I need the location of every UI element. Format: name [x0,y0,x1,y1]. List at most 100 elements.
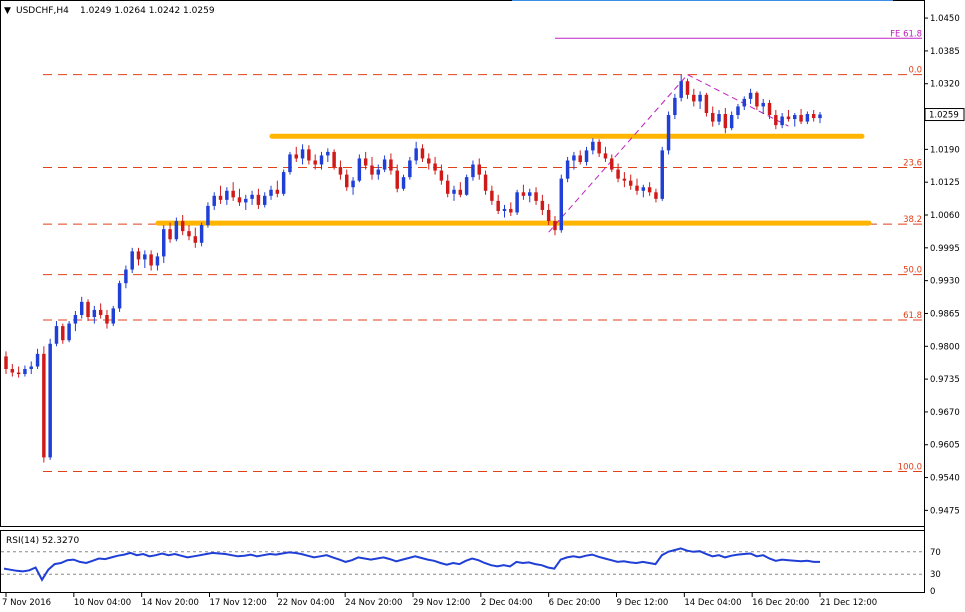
candle-body [458,189,463,195]
time-tick-label: 7 Nov 2016 [2,598,51,608]
time-tick-label: 9 Dec 12:00 [617,598,669,608]
candle-body [149,254,153,266]
candle-body [483,174,488,191]
candle-body [628,180,633,186]
candle-body [218,195,223,200]
current-price-box [924,108,965,122]
candle-body [420,148,425,159]
candle-body [742,98,747,107]
candle-body [704,94,709,114]
candle-body [799,115,803,122]
candle-body [143,254,147,260]
candle-body [603,153,608,159]
time-tick-label: 29 Nov 12:00 [413,598,470,608]
candle-body [591,141,595,151]
candle-body [452,189,456,194]
candle-body [319,155,324,165]
candle-body [635,185,639,191]
candle-body [313,160,317,165]
time-tick-label: 14 Nov 20:00 [142,598,199,608]
candle-body [641,187,646,191]
price-tick-label: 0.9605 [930,441,960,451]
candle-body [509,208,513,213]
candle-body [61,326,65,341]
price-tick-label: 1.0060 [930,211,960,221]
candle-body [616,169,620,179]
candle-body [729,115,734,129]
candle-body [433,163,437,171]
candle-body [73,314,78,324]
candle-body [357,158,362,181]
candle-body [553,221,557,231]
candle-body [174,221,179,240]
candle-body [673,97,677,116]
candle-body [660,150,664,199]
rsi-tick-label: 70 [930,548,941,558]
candle-body [187,231,191,237]
price-tick-label: 1.0450 [930,14,960,24]
price-tick-label: 1.0385 [930,47,960,57]
candle-body [4,356,8,370]
candle-body [477,164,481,175]
candle-body [29,366,33,370]
price-tick-label: 0.9930 [930,277,960,287]
candle-body [231,190,235,198]
candle-body [48,343,52,458]
candle-body [515,192,519,213]
price-axis: 1.0450 1.0385 1.0320 1.0190 1.0125 1.0060 0.99… [924,14,965,516]
candle-body [584,150,589,162]
time-tick-label: 17 Nov 12:00 [210,598,267,608]
symbol-timeframe: USDCHF,H4 [16,6,69,16]
pattern-dashed-line [548,74,688,233]
price-tick-label: 0.9670 [930,408,960,418]
fib-level-label: 50.0 [903,266,922,276]
candle-body [710,113,715,122]
candle-body [389,159,393,171]
candle-body [244,198,248,203]
candle-body [281,172,286,194]
pattern-dashed-line [687,74,789,127]
candle-body [10,369,15,373]
candle-body [610,158,614,170]
candle-body [698,94,702,102]
candle-body [647,187,652,193]
candle-body [307,149,311,161]
rsi-line [3,547,820,582]
candle-body [464,177,469,195]
fibonacci-levels: 0.0 23.6 38.2 50.0 61.8 100.0 FE 61.8 [43,29,922,473]
candle-body [130,251,134,270]
candle-body [597,141,601,154]
fib-level-label: 61.8 [903,311,922,321]
price-tick-label: 1.0320 [930,80,960,90]
candle-body [717,114,721,122]
candle-body [16,372,21,375]
price-tick-label: 0.9735 [930,375,960,385]
candle-body [225,190,229,200]
candle-body [269,189,273,196]
candle-body [162,229,166,257]
time-tick-label: 10 Nov 04:00 [74,598,131,608]
candle-body [86,301,90,318]
candle-body [98,309,103,315]
candle-body [546,209,551,222]
time-axis: 7 Nov 2016 10 Nov 04:00 14 Nov 20:00 17 Nov… [2,593,877,608]
fib-level-label: 38.2 [903,215,922,225]
price-tick-label: 0.9475 [930,506,960,516]
candle-body [92,309,97,318]
candle-body [136,251,141,260]
candle-body [780,116,784,126]
candle-body [155,256,160,266]
candle-body [262,195,267,205]
candle-body [496,200,500,211]
candle-body [471,164,475,178]
time-tick-label: 2 Dec 04:00 [481,598,533,608]
candle-body [326,151,330,156]
candle-body [382,159,387,170]
candlestick-series [4,74,822,463]
fib-level-label: 100.0 [898,463,922,473]
main-plot-frame [0,0,925,527]
candle-body [578,155,582,162]
candle-body [774,115,778,126]
header-arrow-icon: ▼ [4,6,11,16]
